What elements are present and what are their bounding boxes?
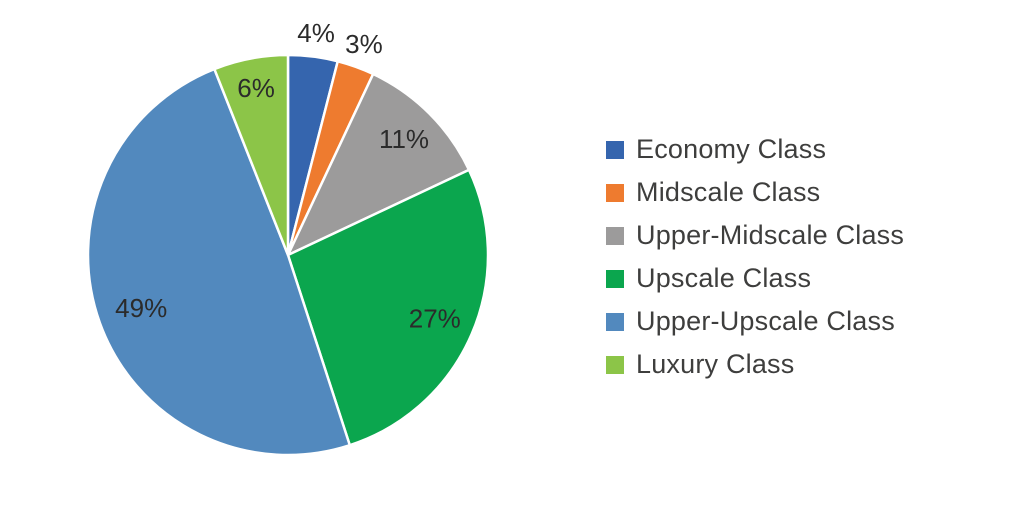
pie-slice-labels: 4% 3% 11% 27% 49% 6%: [115, 18, 461, 334]
pie-slice-upper-upscale-class: [86, 67, 352, 457]
pie-slice-value-label-luxury-class: 6%: [237, 73, 275, 103]
legend-swatch-icon: [606, 226, 624, 245]
pie-slice-value-label-upper-upscale-class: 49%: [115, 293, 167, 323]
pie-slice-value-label-midscale-class: 3%: [345, 29, 383, 59]
legend-label: Upper-Upscale Class: [636, 306, 895, 336]
pie-slice-value-label-economy-class: 4%: [297, 18, 335, 48]
pie-slice-upper-midscale-class: [286, 72, 471, 257]
legend-label: Upper-Midscale Class: [636, 220, 905, 250]
legend-label: Luxury Class: [636, 349, 795, 379]
pie-slice-upscale-class: [286, 168, 490, 447]
pie-slice-value-label-upper-midscale-class: 11%: [379, 124, 429, 154]
legend-item-midscale-class: Midscale Class: [606, 171, 904, 214]
legend-item-economy-class: Economy Class: [606, 128, 904, 171]
legend-item-upper-upscale-class: Upper-Upscale Class: [606, 300, 904, 343]
pie-slices: [86, 53, 490, 457]
pie-slice-value-label-upscale-class: 27%: [409, 304, 461, 334]
legend: Economy Class Midscale Class Upper-Midscal…: [606, 128, 904, 386]
legend-item-upscale-class: Upscale Class: [606, 257, 904, 300]
legend-swatch-icon: [606, 355, 624, 374]
legend-label: Midscale Class: [636, 177, 821, 207]
legend-label: Economy Class: [636, 134, 827, 164]
legend-swatch-icon: [606, 312, 624, 331]
legend-item-upper-midscale-class: Upper-Midscale Class: [606, 214, 904, 257]
pie-slice-luxury-class: [213, 53, 290, 257]
legend-label: Upscale Class: [636, 263, 812, 293]
legend-item-luxury-class: Luxury Class: [606, 343, 904, 386]
legend-swatch-icon: [606, 183, 624, 202]
legend-swatch-icon: [606, 140, 624, 159]
legend-swatch-icon: [606, 269, 624, 288]
